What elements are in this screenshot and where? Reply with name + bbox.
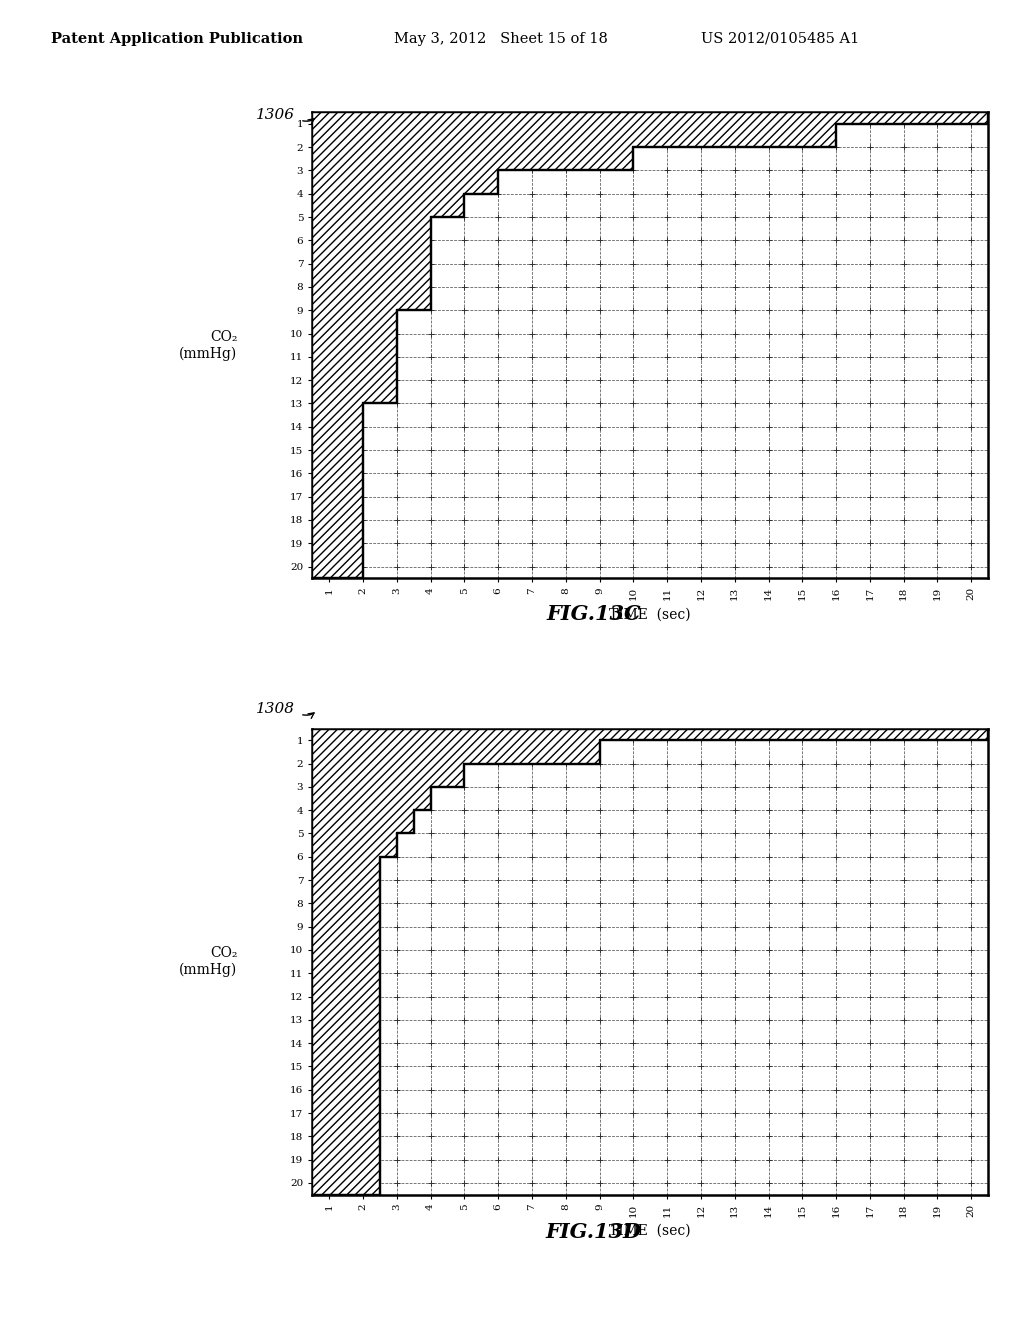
Polygon shape [312, 112, 988, 578]
Text: US 2012/0105485 A1: US 2012/0105485 A1 [701, 32, 860, 46]
Y-axis label: CO₂
(mmHg): CO₂ (mmHg) [179, 946, 238, 977]
Text: FIG.13C: FIG.13C [547, 605, 641, 624]
X-axis label: TIME  (sec): TIME (sec) [609, 1224, 691, 1238]
Text: 1306: 1306 [256, 108, 295, 121]
Text: Patent Application Publication: Patent Application Publication [51, 32, 303, 46]
Y-axis label: CO₂
(mmHg): CO₂ (mmHg) [179, 330, 238, 360]
Text: FIG.13D: FIG.13D [546, 1222, 642, 1242]
Polygon shape [312, 729, 988, 1195]
Text: 1308: 1308 [256, 702, 295, 715]
Text: May 3, 2012   Sheet 15 of 18: May 3, 2012 Sheet 15 of 18 [394, 32, 608, 46]
X-axis label: TIME  (sec): TIME (sec) [609, 607, 691, 622]
